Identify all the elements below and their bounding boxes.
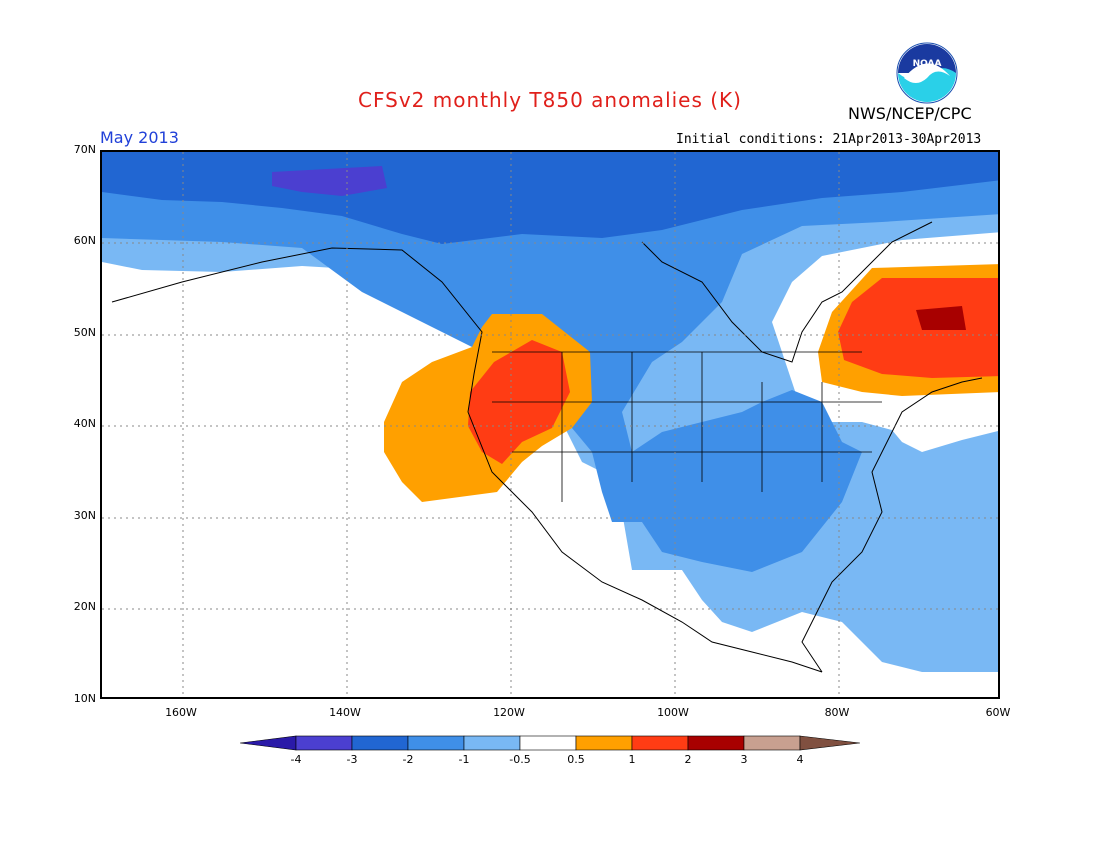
lat-label: 40N [73,417,96,430]
lon-label: 80W [824,706,850,719]
lon-label: 120W [493,706,525,719]
color-bar-label: -3 [346,753,358,766]
color-bar-label: -4 [290,753,302,766]
forecast-month: May 2013 [100,128,179,147]
lon-label: 140W [329,706,361,719]
color-bar-label: -1 [458,753,470,766]
color-bar-segment [575,735,633,751]
anomaly-map [100,150,1000,699]
color-bar-label: 1 [628,753,636,766]
noaa-logo: NOAA [896,42,958,104]
org-label: NWS/NCEP/CPC [848,104,972,123]
color-bar-segment [240,735,297,751]
map-title: CFSv2 monthly T850 anomalies (K) [358,88,742,112]
color-bar-label: -0.5 [509,753,531,766]
color-bar-label: 0.5 [567,753,585,766]
anomaly-region-cold-max [272,166,387,196]
coastline [111,247,823,673]
color-bar-label: 3 [740,753,748,766]
color-bar [240,735,860,751]
lon-label: 60W [985,706,1011,719]
svg-text:NOAA: NOAA [913,59,942,69]
lat-label: 30N [73,509,96,522]
lat-label: 60N [73,234,96,247]
color-bar-segment [351,735,409,751]
lat-label: 10N [73,692,96,705]
lat-label: 50N [73,326,96,339]
anomaly-region-hot-east [838,278,998,378]
lat-label: 20N [73,600,96,613]
coastline [801,377,983,673]
color-bar-label: -2 [402,753,414,766]
lat-label: 70N [73,143,96,156]
color-bar-segment [407,735,465,751]
color-bar-segment [519,735,577,751]
anomaly-region-hottest-east [916,306,966,330]
color-bar-segment [463,735,521,751]
state-boundaries [492,351,882,502]
color-bar-segment [295,735,353,751]
map-canvas [102,152,998,697]
color-bar-segment [799,735,860,751]
color-bar-segment [631,735,689,751]
graticule [102,152,998,697]
color-bar-label: 2 [684,753,692,766]
color-bar-segment [743,735,801,751]
color-bar-label: 4 [796,753,804,766]
initial-conditions: Initial conditions: 21Apr2013-30Apr2013 [676,132,982,147]
lon-label: 100W [657,706,689,719]
color-bar-segment [687,735,745,751]
lon-label: 160W [165,706,197,719]
coastline [641,221,933,363]
